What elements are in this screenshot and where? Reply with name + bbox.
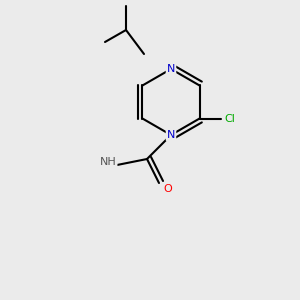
- Text: NH: NH: [100, 157, 116, 167]
- Text: N: N: [167, 64, 175, 74]
- Text: O: O: [164, 184, 172, 194]
- Text: Cl: Cl: [224, 113, 235, 124]
- Text: N: N: [167, 130, 175, 140]
